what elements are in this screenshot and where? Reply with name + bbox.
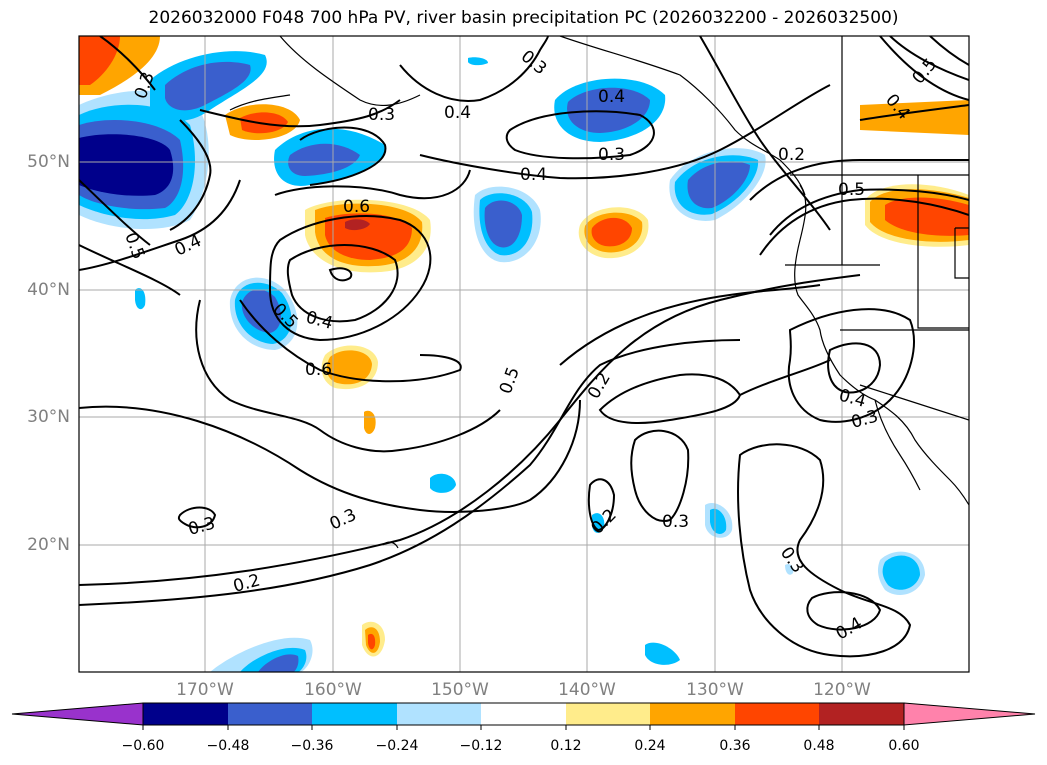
colorbar-segment: [650, 703, 735, 725]
negative-anomaly-region: [687, 161, 750, 209]
coastlines: [229, 36, 969, 549]
positive-anomaly-region: [79, 36, 120, 85]
colorbar: [11, 702, 1036, 730]
contour-label: 0.3: [598, 145, 625, 165]
positive-anomaly-region: [345, 219, 370, 231]
lat-label: 30°N: [27, 407, 70, 427]
colorbar-tick-label: 0.24: [634, 738, 666, 754]
lon-label: 160°W: [304, 680, 362, 700]
negative-anomaly-region: [258, 654, 299, 672]
colorbar-segment: [228, 703, 312, 725]
negative-anomaly-region: [645, 642, 680, 665]
colorbar-tick-label: −0.48: [206, 738, 250, 754]
negative-anomaly-region: [567, 87, 650, 133]
contour-label: 0.6: [343, 197, 370, 217]
lon-label: 170°W: [176, 680, 234, 700]
contour-label: 0.4: [520, 165, 547, 185]
negative-anomaly-region: [484, 200, 522, 248]
lon-label: 120°W: [813, 680, 871, 700]
negative-anomaly-region: [79, 134, 174, 196]
contour-label: 0.3: [662, 512, 689, 532]
negative-anomaly-region: [430, 473, 456, 493]
colorbar-tick-label: −0.36: [290, 738, 334, 754]
map-title: 2026032000 F048 700 hPa PV, river basin …: [148, 8, 899, 28]
lon-label: 140°W: [558, 680, 616, 700]
colorbar-tick-label: −0.24: [375, 738, 419, 754]
map-plot-area: 0.3 0.3 0.4 0.3 0.4 0.3 0.4 0.4 0.5 0.2 …: [79, 36, 969, 672]
contour-label: 0.4: [444, 103, 471, 123]
negative-anomaly-region: [135, 288, 146, 310]
lon-label: 130°W: [686, 680, 744, 700]
lat-label: 40°N: [27, 280, 70, 300]
contour-label: 0.3: [368, 105, 395, 125]
contour-label: 0.2: [778, 145, 805, 165]
positive-anomaly-region: [591, 217, 632, 247]
contour-label: 0.4: [598, 87, 625, 107]
contour-label: 0.5: [838, 180, 865, 200]
negative-anomaly-region: [165, 61, 251, 111]
colorbar-segment: [143, 703, 228, 725]
positive-anomaly-region: [885, 197, 969, 236]
map-frame: [78, 35, 970, 673]
pv-contours: [79, 36, 969, 658]
colorbar-tick-label: 0.60: [888, 738, 920, 754]
colorbar-extend-min: [11, 702, 144, 726]
negative-anomaly-region: [785, 564, 794, 575]
colorbar-segment: [819, 703, 904, 725]
colorbar-segment: [312, 703, 397, 725]
colorbar-segment: [397, 703, 481, 725]
lon-label: 150°W: [431, 680, 489, 700]
negative-anomaly-region: [710, 508, 727, 534]
colorbar-segment: [735, 703, 819, 725]
colorbar-tick-label: −0.12: [459, 738, 503, 754]
colorbar-tick-label: 0.48: [803, 738, 835, 754]
positive-anomaly-region: [368, 633, 376, 650]
negative-anomaly-region: [288, 143, 360, 176]
colorbar-segment: [481, 703, 566, 725]
colorbar-tick-label: 0.12: [550, 738, 582, 754]
colorbar-extend-max: [903, 702, 1036, 726]
contour-label: 0.6: [305, 360, 332, 380]
colorbar-tick-label: 0.36: [719, 738, 751, 754]
colorbar-segment: [566, 703, 650, 725]
lat-label: 50°N: [27, 152, 70, 172]
negative-anomaly-region: [882, 555, 920, 590]
negative-anomaly-region: [468, 57, 488, 66]
lat-label: 20°N: [27, 535, 70, 555]
colorbar-tick-label: −0.60: [121, 738, 165, 754]
